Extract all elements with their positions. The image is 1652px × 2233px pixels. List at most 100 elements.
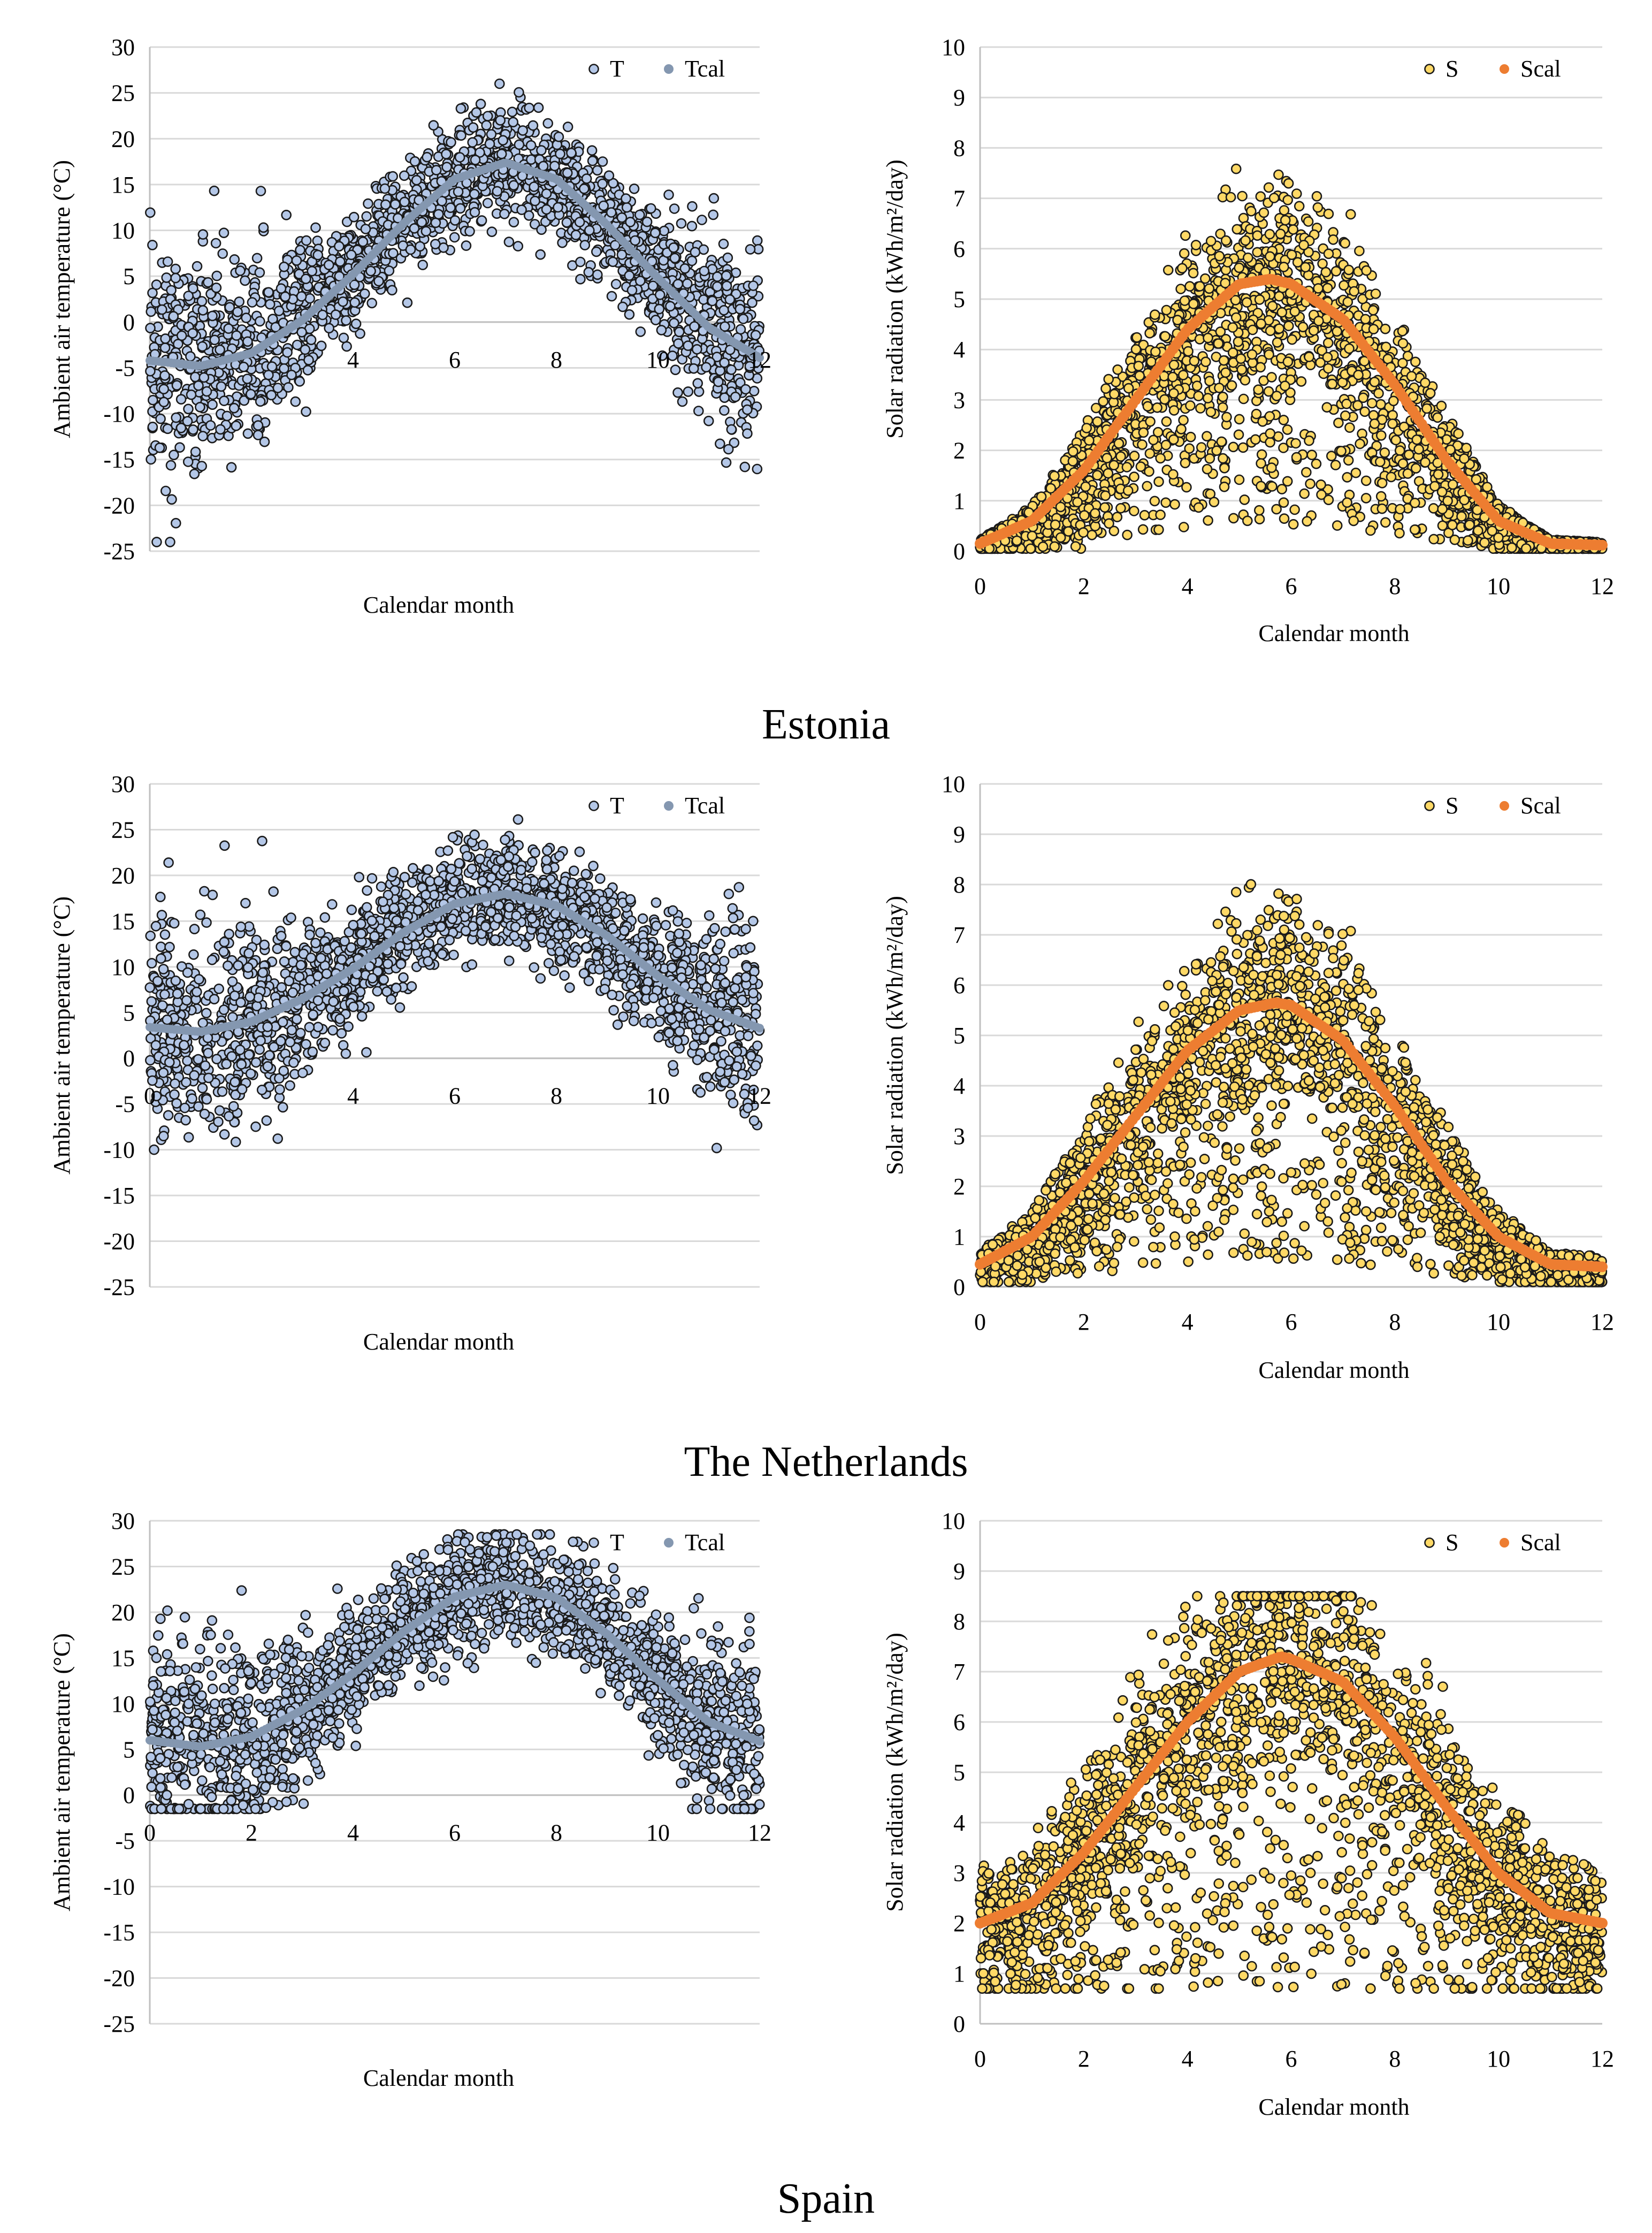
data-point-S [1349,286,1359,297]
data-point-S [1139,509,1150,521]
data-point-T [301,235,312,246]
data-point-T [575,273,586,285]
data-point-S [1368,304,1379,316]
data-point-S [1100,383,1111,394]
data-point-T [701,362,712,373]
data-point-T [688,363,699,374]
data-point-T [719,405,730,416]
data-point-T [296,326,307,338]
data-point-S [1203,332,1213,344]
data-point-T [334,256,346,267]
data-point-T [703,415,714,426]
data-point-T [635,326,646,337]
y-tick-label: 10 [942,34,965,60]
data-point-T [469,188,480,200]
data-point-T [553,131,564,142]
data-point-S [1168,388,1179,399]
data-point-S [1442,496,1453,506]
data-point-T [508,217,519,228]
data-point-T [294,376,305,387]
data-point-T [562,167,573,179]
data-point-S [1390,435,1402,446]
data-point-T [286,369,297,380]
data-point-T [591,246,602,257]
data-point-S [1341,398,1352,409]
data-point-T [670,364,681,376]
x-tick-label: 2 [1078,573,1090,599]
data-point-T [183,403,194,415]
data-point-S [1387,418,1398,429]
data-point-S [1330,266,1342,277]
data-point-S [1308,325,1319,336]
data-point-S [1230,312,1242,323]
data-point-S [1196,442,1207,453]
y-axis-title: Solar radiation (kWh/m²/day) [882,159,908,439]
data-point-T [296,291,307,302]
data-point-S [1137,439,1148,450]
data-point-S [1045,483,1056,494]
data-point-S [1155,453,1166,464]
data-point-T [156,304,167,315]
data-point-S [1449,534,1460,545]
data-point-T [357,236,369,247]
data-point-S [1369,418,1380,429]
data-point-T [215,344,225,355]
data-point-T [536,145,547,156]
data-point-T [182,416,193,427]
data-point-T [693,406,704,416]
data-point-S [1291,188,1302,199]
data-point-T [535,249,546,260]
data-point-S [1340,238,1350,249]
data-point-S [1380,517,1391,528]
data-point-S [1280,215,1291,226]
data-point-T [165,460,177,471]
data-point-S [1273,169,1284,180]
data-point-S [1300,262,1311,273]
data-point-T [276,283,287,294]
data-point-S [1432,412,1443,423]
data-point-S [1353,369,1364,380]
data-point-S [1437,504,1448,515]
data-point-T [441,162,453,173]
data-point-S [1185,400,1196,411]
data-point-S [1339,280,1349,291]
data-point-S [1108,525,1120,537]
data-point-T [166,494,177,505]
data-point-T [574,217,585,227]
data-point-S [1305,478,1316,489]
data-point-T [722,252,733,263]
data-point-T [266,361,278,372]
data-point-S [1322,352,1333,363]
data-point-S [1397,338,1409,349]
data-point-S [1153,524,1164,535]
y-tick-label: -20 [103,1229,135,1255]
data-point-T [263,287,274,298]
data-point-T [409,156,420,167]
data-point-S [1161,304,1172,316]
y-tick-label: 9 [953,85,965,111]
data-point-S [1265,437,1275,448]
x-tick-label: 0 [974,573,986,599]
data-point-T [264,299,276,310]
data-point-S [1265,325,1276,337]
data-point-S [1282,424,1293,435]
data-point-S [1258,207,1269,218]
data-point-T [657,350,668,361]
data-point-T [238,361,249,372]
data-point-T [669,317,679,329]
data-point-T [698,244,709,255]
data-point-S [1304,352,1314,362]
data-point-S [1205,235,1217,247]
data-point-T [626,285,638,296]
data-point-S [1387,410,1398,421]
data-point-T [160,485,171,497]
data-point-T [455,103,466,114]
data-point-T [433,209,444,220]
data-point-T [575,256,586,268]
data-point-T [475,98,486,110]
data-point-S [1233,429,1244,440]
data-point-S [1027,530,1038,542]
data-point-T [361,211,372,222]
y-tick-label: 0 [123,1046,135,1072]
data-point-T [247,297,258,308]
